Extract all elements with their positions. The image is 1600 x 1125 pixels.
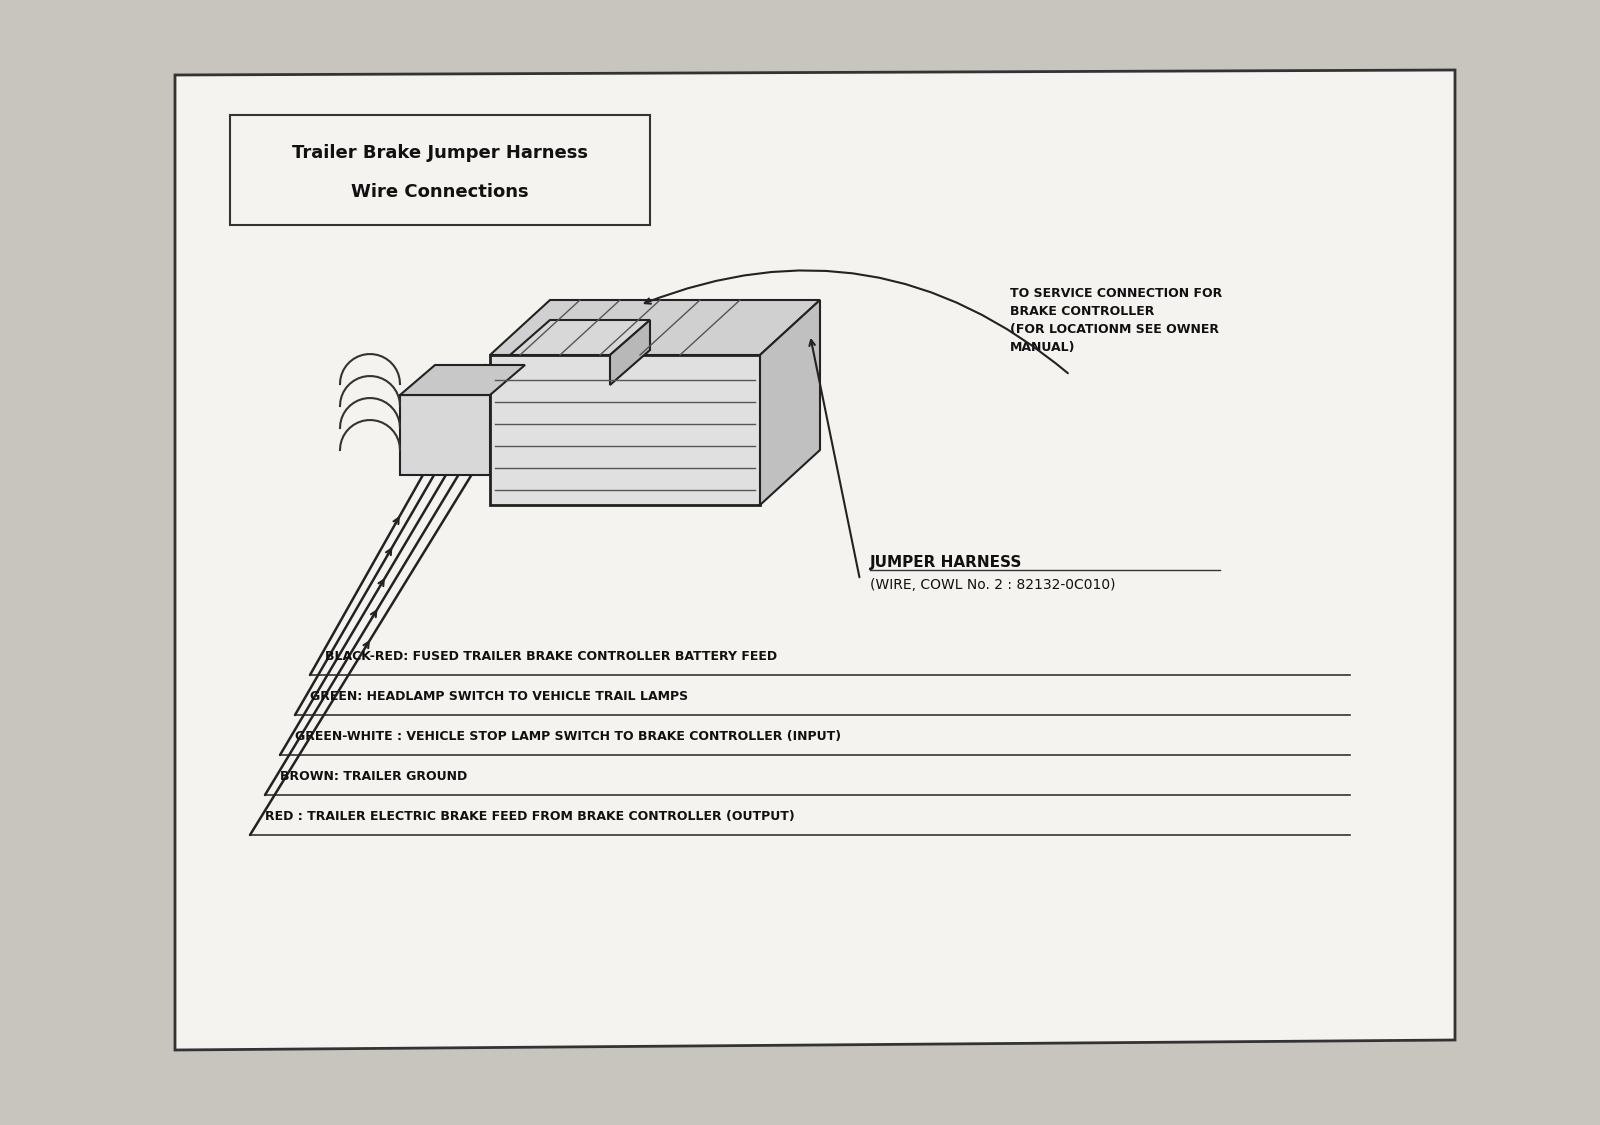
Text: BRAKE CONTROLLER: BRAKE CONTROLLER [1010,305,1154,318]
Bar [400,395,490,475]
Text: (WIRE, COWL No. 2 : 82132-0C010): (WIRE, COWL No. 2 : 82132-0C010) [870,578,1115,592]
Text: RED : TRAILER ELECTRIC BRAKE FEED FROM BRAKE CONTROLLER (OUTPUT): RED : TRAILER ELECTRIC BRAKE FEED FROM B… [266,810,795,824]
Bar [490,356,760,505]
Text: Trailer Brake Jumper Harness: Trailer Brake Jumper Harness [291,144,589,162]
Text: BROWN: TRAILER GROUND: BROWN: TRAILER GROUND [280,770,467,783]
Text: TO SERVICE CONNECTION FOR: TO SERVICE CONNECTION FOR [1010,287,1222,300]
Text: JUMPER HARNESS: JUMPER HARNESS [870,555,1022,570]
Polygon shape [174,70,1454,1050]
Bar [230,115,650,225]
Polygon shape [760,300,819,505]
Text: GREEN: HEADLAMP SWITCH TO VEHICLE TRAIL LAMPS: GREEN: HEADLAMP SWITCH TO VEHICLE TRAIL … [310,690,688,703]
Text: (FOR LOCATIONM SEE OWNER: (FOR LOCATIONM SEE OWNER [1010,323,1219,336]
Text: Wire Connections: Wire Connections [350,183,530,201]
Polygon shape [490,300,819,356]
Polygon shape [610,319,650,385]
Polygon shape [510,319,650,356]
Text: GREEN-WHITE : VEHICLE STOP LAMP SWITCH TO BRAKE CONTROLLER (INPUT): GREEN-WHITE : VEHICLE STOP LAMP SWITCH T… [294,730,842,742]
Text: BLACK-RED: FUSED TRAILER BRAKE CONTROLLER BATTERY FEED: BLACK-RED: FUSED TRAILER BRAKE CONTROLLE… [325,650,778,663]
Text: MANUAL): MANUAL) [1010,341,1075,354]
Polygon shape [400,364,525,395]
